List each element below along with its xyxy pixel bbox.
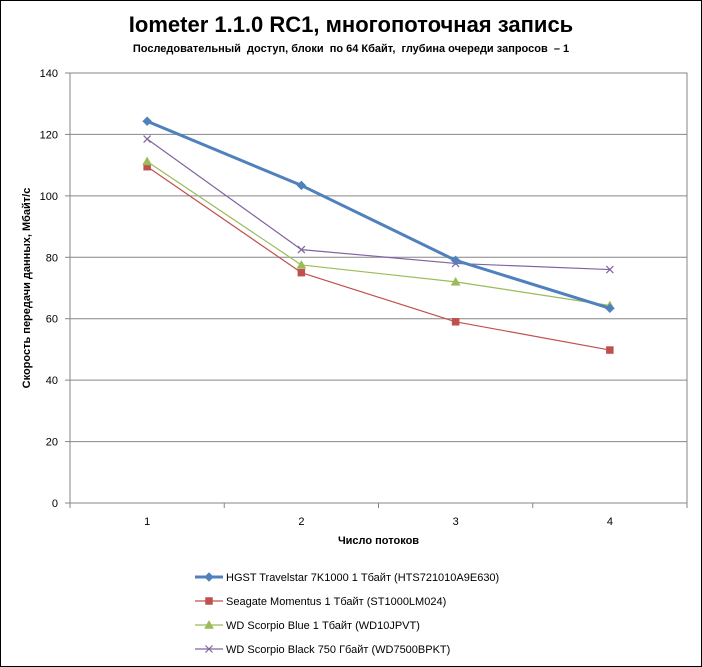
point-s0-0 xyxy=(142,116,152,127)
point-s3-1 xyxy=(297,245,306,254)
point-s2-0 xyxy=(142,156,153,166)
chart-title: Iometer 1.1.0 RC1, многопоточная запись xyxy=(128,12,574,37)
x-tick-label-4: 4 xyxy=(607,516,613,528)
legend-marker-3 xyxy=(205,645,213,653)
legend-marker-0 xyxy=(204,572,214,582)
y-tick-label-140: 140 xyxy=(40,68,58,80)
legend-label-3: WD Scorpio Black 750 Гбайт (WD7500BPKT) xyxy=(226,644,450,656)
point-s1-2 xyxy=(451,318,460,326)
y-tick-label-60: 60 xyxy=(46,314,58,326)
legend-marker-1 xyxy=(205,597,213,605)
legend-label-0: HGST Travelstar 7K1000 1 Тбайт (HTS72101… xyxy=(226,572,499,584)
series-line-2 xyxy=(146,160,610,307)
x-tick-label-1: 1 xyxy=(144,516,150,528)
point-s3-0 xyxy=(143,135,152,143)
x-tick-label-3: 3 xyxy=(453,516,459,528)
x-tick-label-2: 2 xyxy=(298,516,304,528)
y-tick-label-40: 40 xyxy=(46,375,58,387)
point-s2-1 xyxy=(296,259,307,269)
point-s0-3 xyxy=(605,303,615,314)
point-s1-3 xyxy=(606,346,614,354)
point-s2-2 xyxy=(450,276,461,286)
legend-label-2: WD Scorpio Blue 1 Тбайт (WD10JPVT) xyxy=(226,620,420,632)
series-line-3 xyxy=(146,138,610,271)
y-tick-label-80: 80 xyxy=(46,252,58,264)
y-axis-title: Скорость передачи данных, Мбайт/с xyxy=(21,188,33,389)
y-tick-label-0: 0 xyxy=(52,498,58,510)
point-s3-3 xyxy=(605,265,614,274)
plot-area-border xyxy=(69,72,688,504)
series-line-1 xyxy=(146,166,610,351)
legend-marker-2 xyxy=(204,619,214,629)
chart-subtitle: Последовательный доступ, блоки по 64 Кба… xyxy=(132,43,570,55)
point-s0-1 xyxy=(296,180,307,191)
y-tick-label-120: 120 xyxy=(40,129,58,141)
y-tick-label-100: 100 xyxy=(40,191,58,203)
x-axis-title: Число потоков xyxy=(338,535,419,547)
point-s1-1 xyxy=(297,268,306,277)
y-tick-label-20: 20 xyxy=(46,437,58,449)
legend-label-1: Seagate Momentus 1 Тбайт (ST1000LM024) xyxy=(226,596,446,608)
series-line-0 xyxy=(146,119,611,310)
point-s0-2 xyxy=(450,255,461,266)
